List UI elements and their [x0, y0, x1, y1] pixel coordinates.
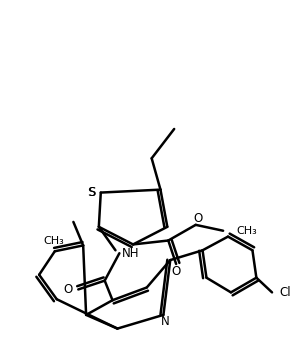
Text: N: N [161, 315, 170, 328]
Text: O: O [171, 265, 181, 278]
Text: S: S [88, 186, 96, 199]
Text: CH₃: CH₃ [44, 236, 64, 246]
Text: O: O [193, 212, 202, 226]
Text: O: O [64, 283, 73, 296]
Text: S: S [87, 186, 95, 199]
Text: Cl: Cl [280, 286, 291, 299]
Text: CH₃: CH₃ [237, 226, 258, 236]
Text: NH: NH [121, 247, 139, 260]
